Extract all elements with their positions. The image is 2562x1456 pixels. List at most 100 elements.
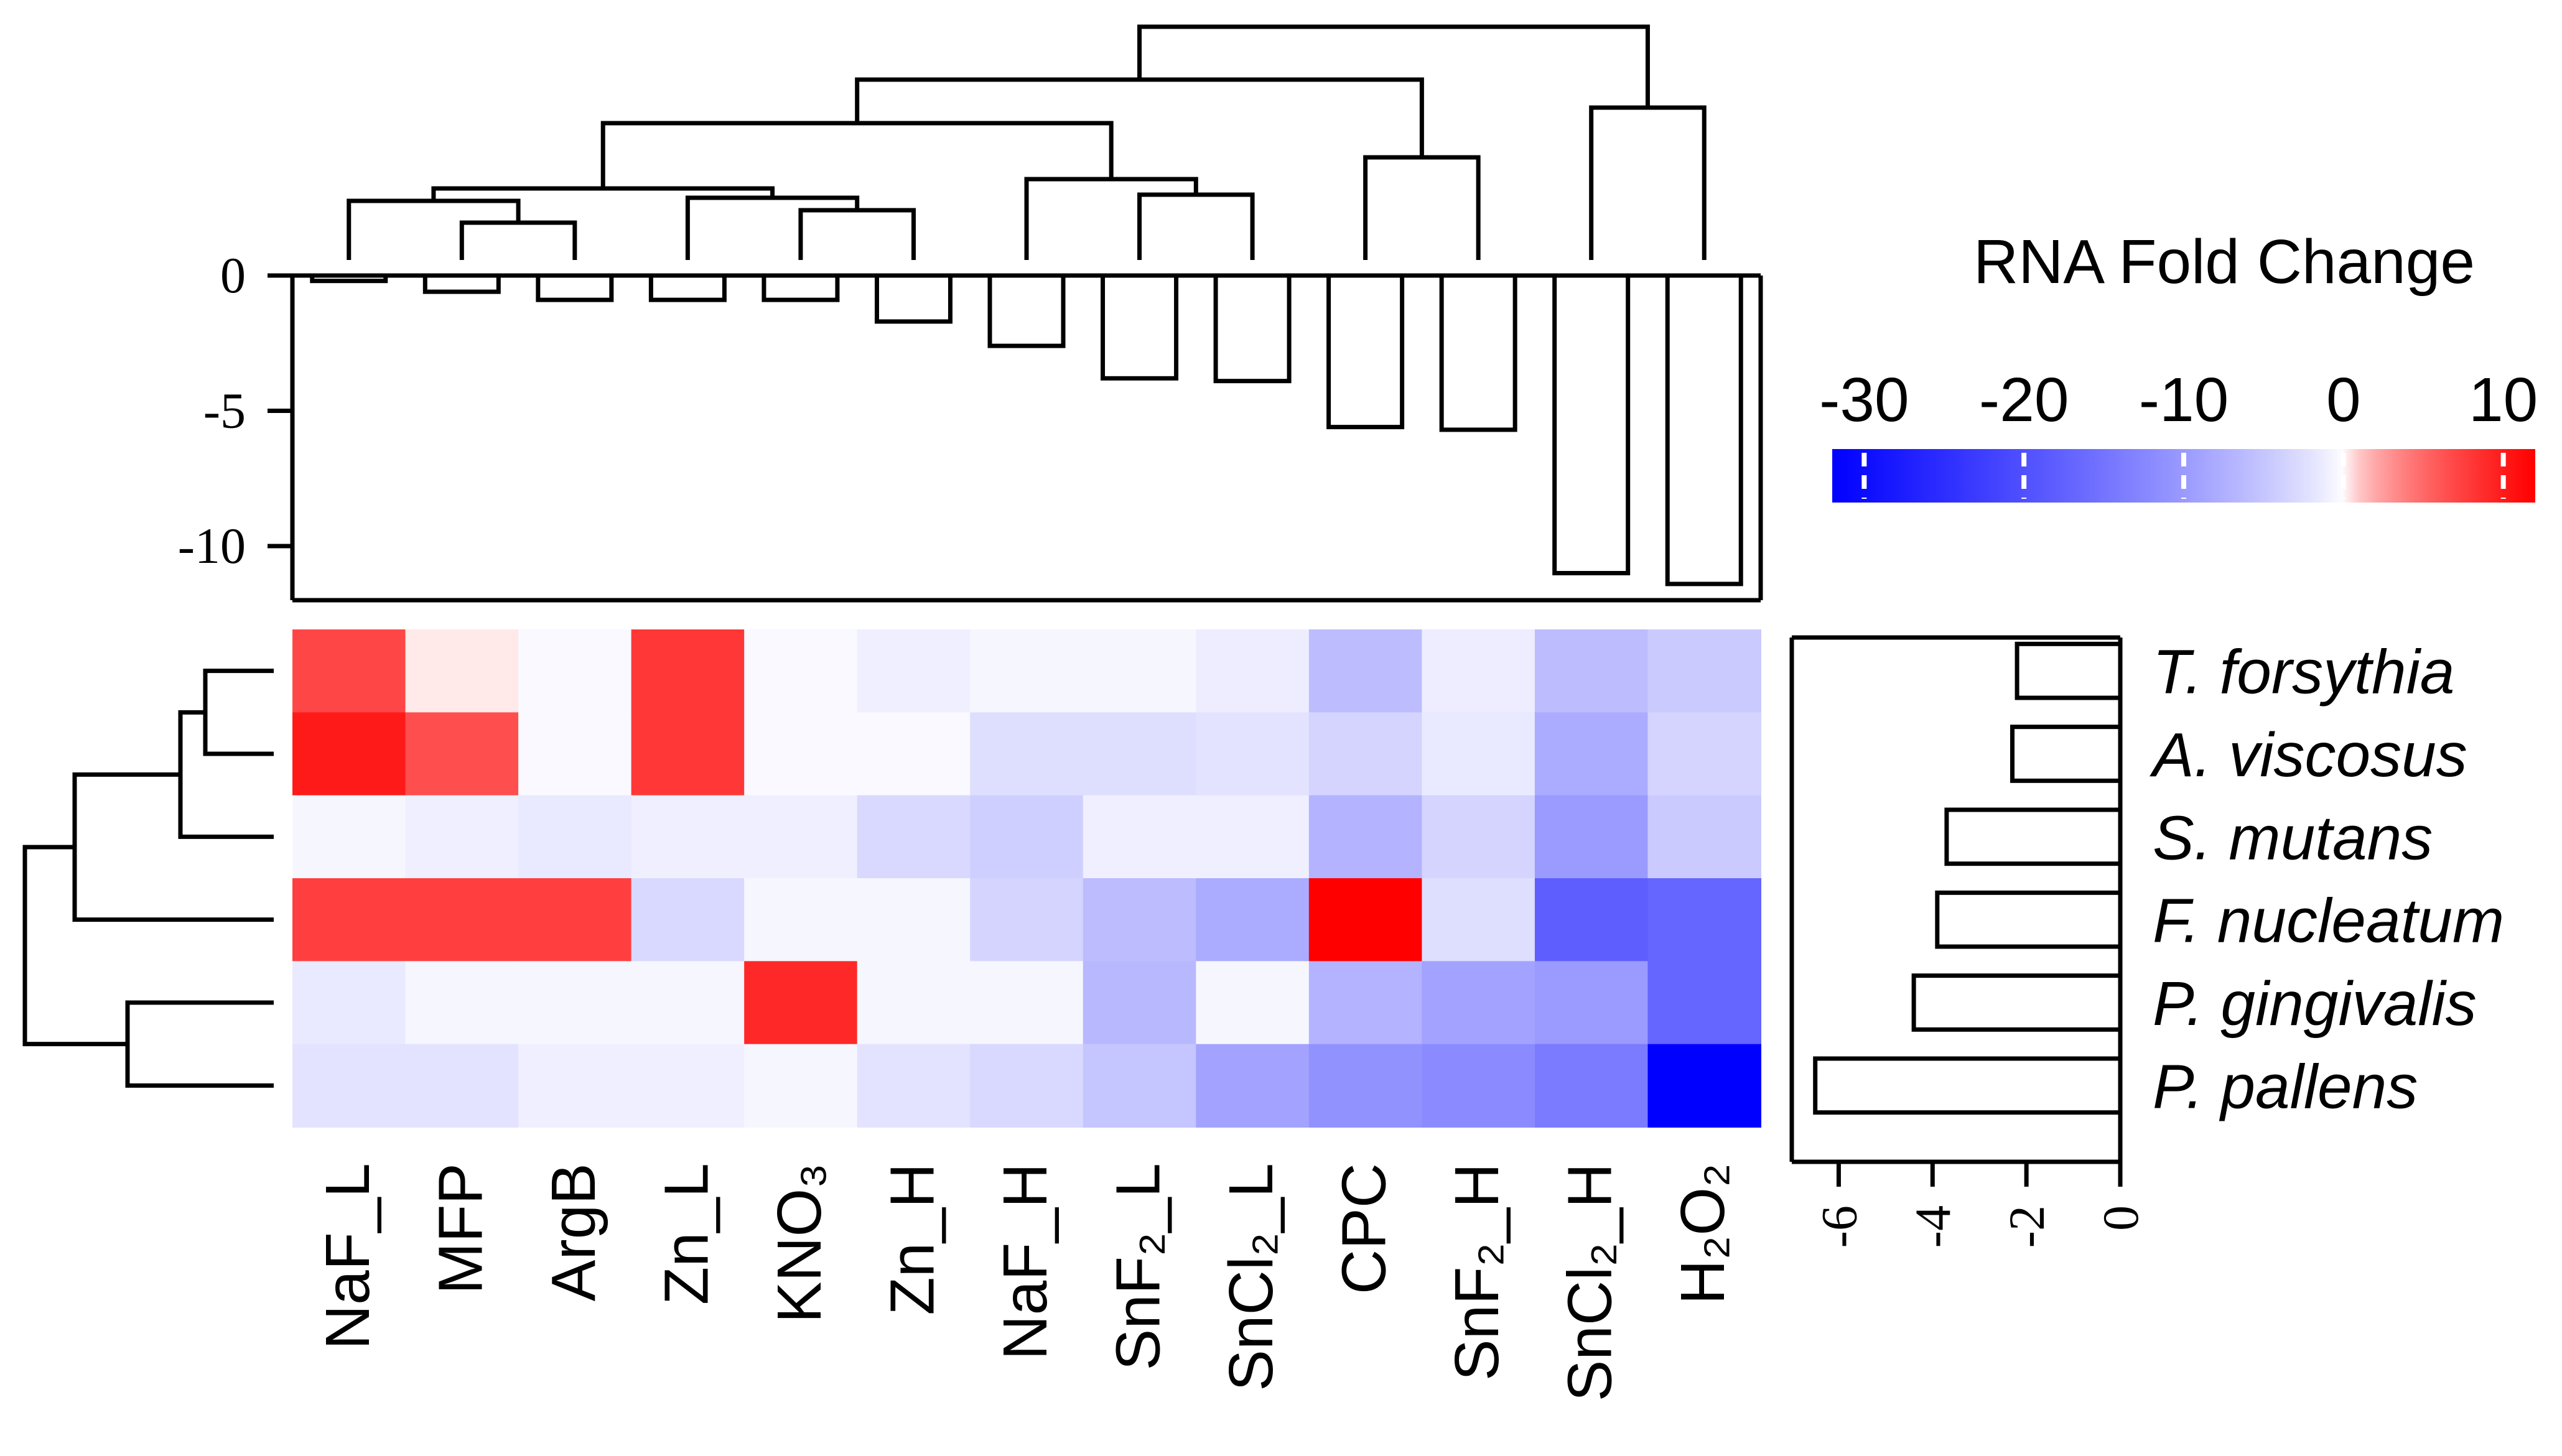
column-dendrogram	[347, 24, 1707, 260]
row-bar	[1911, 973, 2123, 1032]
heatmap-cell	[1647, 878, 1761, 962]
column-label: SnF₂_L	[1104, 1163, 1173, 1370]
dendrogram-branch	[22, 845, 128, 1047]
row-barplot-tick-label: -2	[1998, 1205, 2055, 1248]
column-label: SnCl₂_L	[1216, 1163, 1286, 1391]
color-legend: RNA Fold Change -30 -20 -10 0 10	[1819, 227, 2538, 503]
heatmap-cell	[857, 878, 971, 962]
heatmap-cell	[1422, 1044, 1535, 1128]
legend-tick-label: -30	[1819, 365, 1909, 435]
heatmap-cell	[292, 712, 406, 796]
column-label: SnF₂_H	[1442, 1163, 1512, 1381]
heatmap-cell	[744, 1044, 858, 1128]
column-label: ArgB	[539, 1163, 608, 1301]
heatmap-cell	[1534, 961, 1649, 1045]
dendrogram-branch	[72, 772, 274, 922]
heatmap-cell	[1422, 712, 1535, 796]
heatmap-cell	[631, 878, 745, 962]
heatmap-cell	[1534, 795, 1649, 879]
column-label: KNO₃	[765, 1163, 834, 1323]
column-bar	[987, 273, 1066, 348]
column-barplot-tick-label: -10	[178, 517, 246, 574]
row-bar	[2010, 725, 2123, 783]
heatmap-grid	[292, 629, 1761, 1128]
heatmap-cell	[1196, 878, 1310, 962]
column-bar	[1213, 273, 1292, 384]
heatmap-cell	[1422, 629, 1535, 713]
heatmap-cell	[1534, 878, 1649, 962]
heatmap-cell	[1308, 795, 1423, 879]
heatmap-cell	[744, 712, 858, 796]
heatmap-cell	[1534, 629, 1649, 713]
column-label: H₂O₂	[1668, 1163, 1738, 1305]
dendrogram-branch	[178, 710, 274, 839]
heatmap-cell	[970, 878, 1084, 962]
heatmap-cell	[292, 1044, 406, 1128]
heatmap-cell	[405, 878, 519, 962]
heatmap-cell	[292, 878, 406, 962]
dendrogram-branch	[1137, 192, 1255, 260]
heatmap-cell	[1196, 795, 1310, 879]
heatmap-cell	[631, 1044, 745, 1128]
heatmap-cell	[405, 1044, 519, 1128]
heatmap-cell	[1083, 961, 1197, 1045]
heatmap-cell	[744, 629, 858, 713]
heatmap-cell	[1422, 795, 1535, 879]
row-bar	[2015, 641, 2123, 700]
column-bar	[1101, 273, 1179, 381]
heatmap-cell	[744, 961, 858, 1045]
heatmap-cell	[518, 795, 632, 879]
row-labels: T. forsythia A. viscosus S. mutans F. nucle…	[2150, 638, 2504, 1122]
heatmap-cell	[1308, 712, 1423, 796]
heatmap-cell	[1083, 629, 1197, 713]
row-bar	[1944, 807, 2123, 866]
legend-tick-label: 0	[2326, 365, 2361, 435]
column-label: NaF_L	[313, 1163, 383, 1350]
heatmap-cell	[1083, 712, 1197, 796]
heatmap-cell	[518, 1044, 632, 1128]
heatmap-cell	[405, 795, 519, 879]
column-barplot-tick-label: -5	[203, 383, 246, 439]
heatmap-cell	[1647, 1044, 1761, 1128]
heatmap-cell	[631, 961, 745, 1045]
row-label: P. gingivalis	[2153, 969, 2477, 1039]
heatmap-cell	[1308, 961, 1423, 1045]
dendrogram-branch	[1589, 105, 1707, 260]
heatmap-cell	[631, 629, 745, 713]
row-label: F. nucleatum	[2153, 886, 2504, 956]
heatmap-cell	[1196, 629, 1310, 713]
heatmap-cell	[970, 795, 1084, 879]
heatmap-cell	[1083, 795, 1197, 879]
heatmap-cell	[1647, 795, 1761, 879]
column-label: CPC	[1330, 1163, 1399, 1294]
row-barplot: -6 -4 -2 0	[1789, 635, 2149, 1248]
column-bar	[422, 273, 501, 294]
dendrogram-branch	[203, 669, 274, 756]
heatmap-cell	[518, 629, 632, 713]
row-label: T. forsythia	[2153, 638, 2454, 707]
heatmap-cell	[1534, 712, 1649, 796]
row-barplot-tick-label: -6	[1810, 1205, 1867, 1248]
heatmap-cell	[1422, 878, 1535, 962]
dendrogram-branch	[685, 195, 860, 260]
legend-tick-label: -10	[2139, 365, 2229, 435]
column-bar	[1439, 273, 1517, 432]
dendrogram-branch	[347, 198, 521, 260]
dendrogram-branch	[855, 77, 1424, 157]
legend-tick-label: -20	[1979, 365, 2069, 435]
column-label: Zn_H	[877, 1163, 947, 1315]
heatmap-cell	[1308, 878, 1423, 962]
heatmap-cell	[1196, 961, 1310, 1045]
heatmap-cell	[292, 629, 406, 713]
heatmap-cell	[970, 1044, 1084, 1128]
legend-title: RNA Fold Change	[1973, 227, 2475, 297]
column-barplot: 0 -5 -10	[178, 247, 1763, 603]
row-barplot-tick-label: 0	[2092, 1205, 2149, 1231]
heatmap-cell	[1308, 629, 1423, 713]
column-barplot-tick-label: 0	[220, 247, 246, 304]
heatmap-cell	[857, 795, 971, 879]
row-dendrogram	[22, 669, 274, 1088]
heatmap-cell	[405, 629, 519, 713]
column-bar	[536, 273, 614, 302]
